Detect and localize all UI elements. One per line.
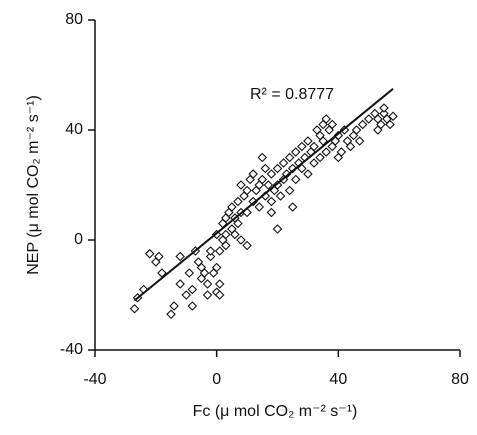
point xyxy=(309,141,319,152)
point xyxy=(333,130,344,141)
point xyxy=(205,251,216,262)
x-tick-label: 80 xyxy=(451,371,469,388)
point xyxy=(379,103,389,113)
point xyxy=(233,218,243,229)
point xyxy=(129,303,140,314)
annotation: R² = 0.8777 xyxy=(250,86,334,103)
point xyxy=(321,147,331,157)
point xyxy=(214,290,225,300)
point xyxy=(205,246,216,256)
point xyxy=(309,158,319,168)
point xyxy=(266,169,277,179)
point xyxy=(315,152,325,163)
point xyxy=(354,136,365,146)
point xyxy=(357,119,368,130)
y-axis-label: NEP (μ mol CO₂ m⁻² s⁻¹) xyxy=(25,95,42,275)
point xyxy=(242,240,252,251)
point xyxy=(275,191,286,201)
point xyxy=(278,158,289,168)
point xyxy=(336,147,347,157)
point xyxy=(211,262,222,273)
x-tick-label: 0 xyxy=(212,371,221,388)
point xyxy=(290,174,301,185)
point xyxy=(257,152,268,163)
point xyxy=(266,207,277,218)
point xyxy=(345,141,356,152)
point xyxy=(175,251,185,262)
point xyxy=(236,180,246,190)
point xyxy=(214,279,225,289)
point xyxy=(257,174,268,185)
point xyxy=(154,251,164,262)
point xyxy=(266,196,277,207)
x-tick-label: 40 xyxy=(329,371,347,388)
point xyxy=(242,185,252,196)
point xyxy=(284,152,295,163)
point xyxy=(221,240,231,251)
point xyxy=(166,309,176,320)
point xyxy=(297,141,307,152)
point xyxy=(214,246,225,256)
trend-line xyxy=(133,87,394,302)
point xyxy=(303,136,313,146)
point xyxy=(230,229,240,240)
point xyxy=(272,163,283,174)
point xyxy=(363,114,374,124)
point xyxy=(248,169,258,179)
point xyxy=(290,147,301,157)
point xyxy=(181,290,192,300)
point xyxy=(202,279,213,289)
point xyxy=(184,268,195,278)
point xyxy=(260,163,271,174)
point xyxy=(144,248,155,259)
point xyxy=(351,125,362,135)
point xyxy=(263,180,274,190)
point xyxy=(339,125,350,135)
point xyxy=(327,119,338,130)
x-tick-label: -40 xyxy=(83,371,106,388)
point xyxy=(227,202,237,212)
y-tick-label: 0 xyxy=(74,231,83,248)
point xyxy=(287,202,298,212)
point xyxy=(254,202,265,212)
point xyxy=(321,114,331,124)
point xyxy=(187,284,198,295)
point xyxy=(297,163,307,174)
point xyxy=(388,111,398,122)
y-tick-label: 40 xyxy=(65,121,83,138)
point xyxy=(199,268,210,278)
point xyxy=(303,169,313,179)
x-axis-label: Fc (μ mol CO₂ m⁻² s⁻¹) xyxy=(193,403,358,420)
point xyxy=(385,119,395,130)
y-tick-label: -40 xyxy=(60,341,83,358)
point xyxy=(187,301,198,311)
point xyxy=(272,224,283,234)
point xyxy=(233,196,243,207)
point xyxy=(175,279,185,289)
point xyxy=(169,301,179,311)
y-tick-label: 80 xyxy=(65,11,83,28)
point xyxy=(373,125,383,135)
point xyxy=(284,185,295,196)
point xyxy=(236,235,246,245)
point xyxy=(221,229,231,240)
point xyxy=(202,290,213,300)
